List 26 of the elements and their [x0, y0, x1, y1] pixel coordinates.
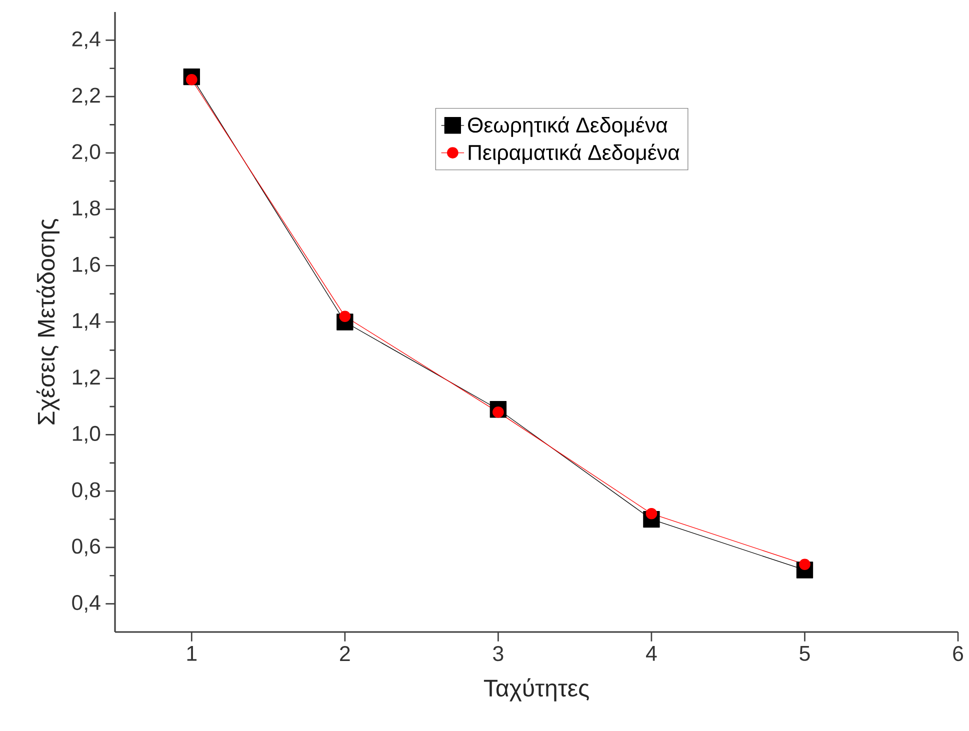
- x-tick-label: 5: [800, 646, 810, 661]
- y-axis-title: Σχέσεις Μετάδοσης: [36, 219, 60, 424]
- y-tick-label: 0,8: [72, 482, 100, 500]
- x-tick-label: 1: [187, 646, 197, 661]
- y-tick-label: 1,4: [72, 313, 100, 331]
- y-tick-label: 2,0: [72, 144, 100, 162]
- x-tick-label: 6: [953, 646, 963, 662]
- y-tick-label: 1,0: [72, 426, 100, 444]
- y-tick-label: 1,8: [72, 200, 100, 218]
- x-tick-label: 3: [493, 646, 504, 662]
- y-tick-label: 1,2: [72, 370, 100, 388]
- x-axis-title: Ταχύτητες: [484, 678, 589, 702]
- point: [799, 558, 810, 570]
- point: [339, 310, 351, 322]
- legend-label: Θεωρητικά Δεδομένα: [468, 116, 668, 137]
- point: [186, 74, 198, 86]
- x-tick-label: 2: [340, 646, 350, 661]
- y-tick-label: 2,2: [72, 88, 100, 106]
- y-tick-label: 0,4: [72, 595, 100, 613]
- y-tick-label: 1,6: [72, 256, 100, 274]
- point: [646, 508, 658, 520]
- point: [492, 406, 504, 418]
- x-tick-label: 4: [646, 646, 657, 661]
- y-tick-label: 0,6: [72, 538, 100, 556]
- legend-label: Πειραματικά Δεδομένα: [468, 144, 680, 164]
- y-tick-label: 2,4: [72, 31, 100, 49]
